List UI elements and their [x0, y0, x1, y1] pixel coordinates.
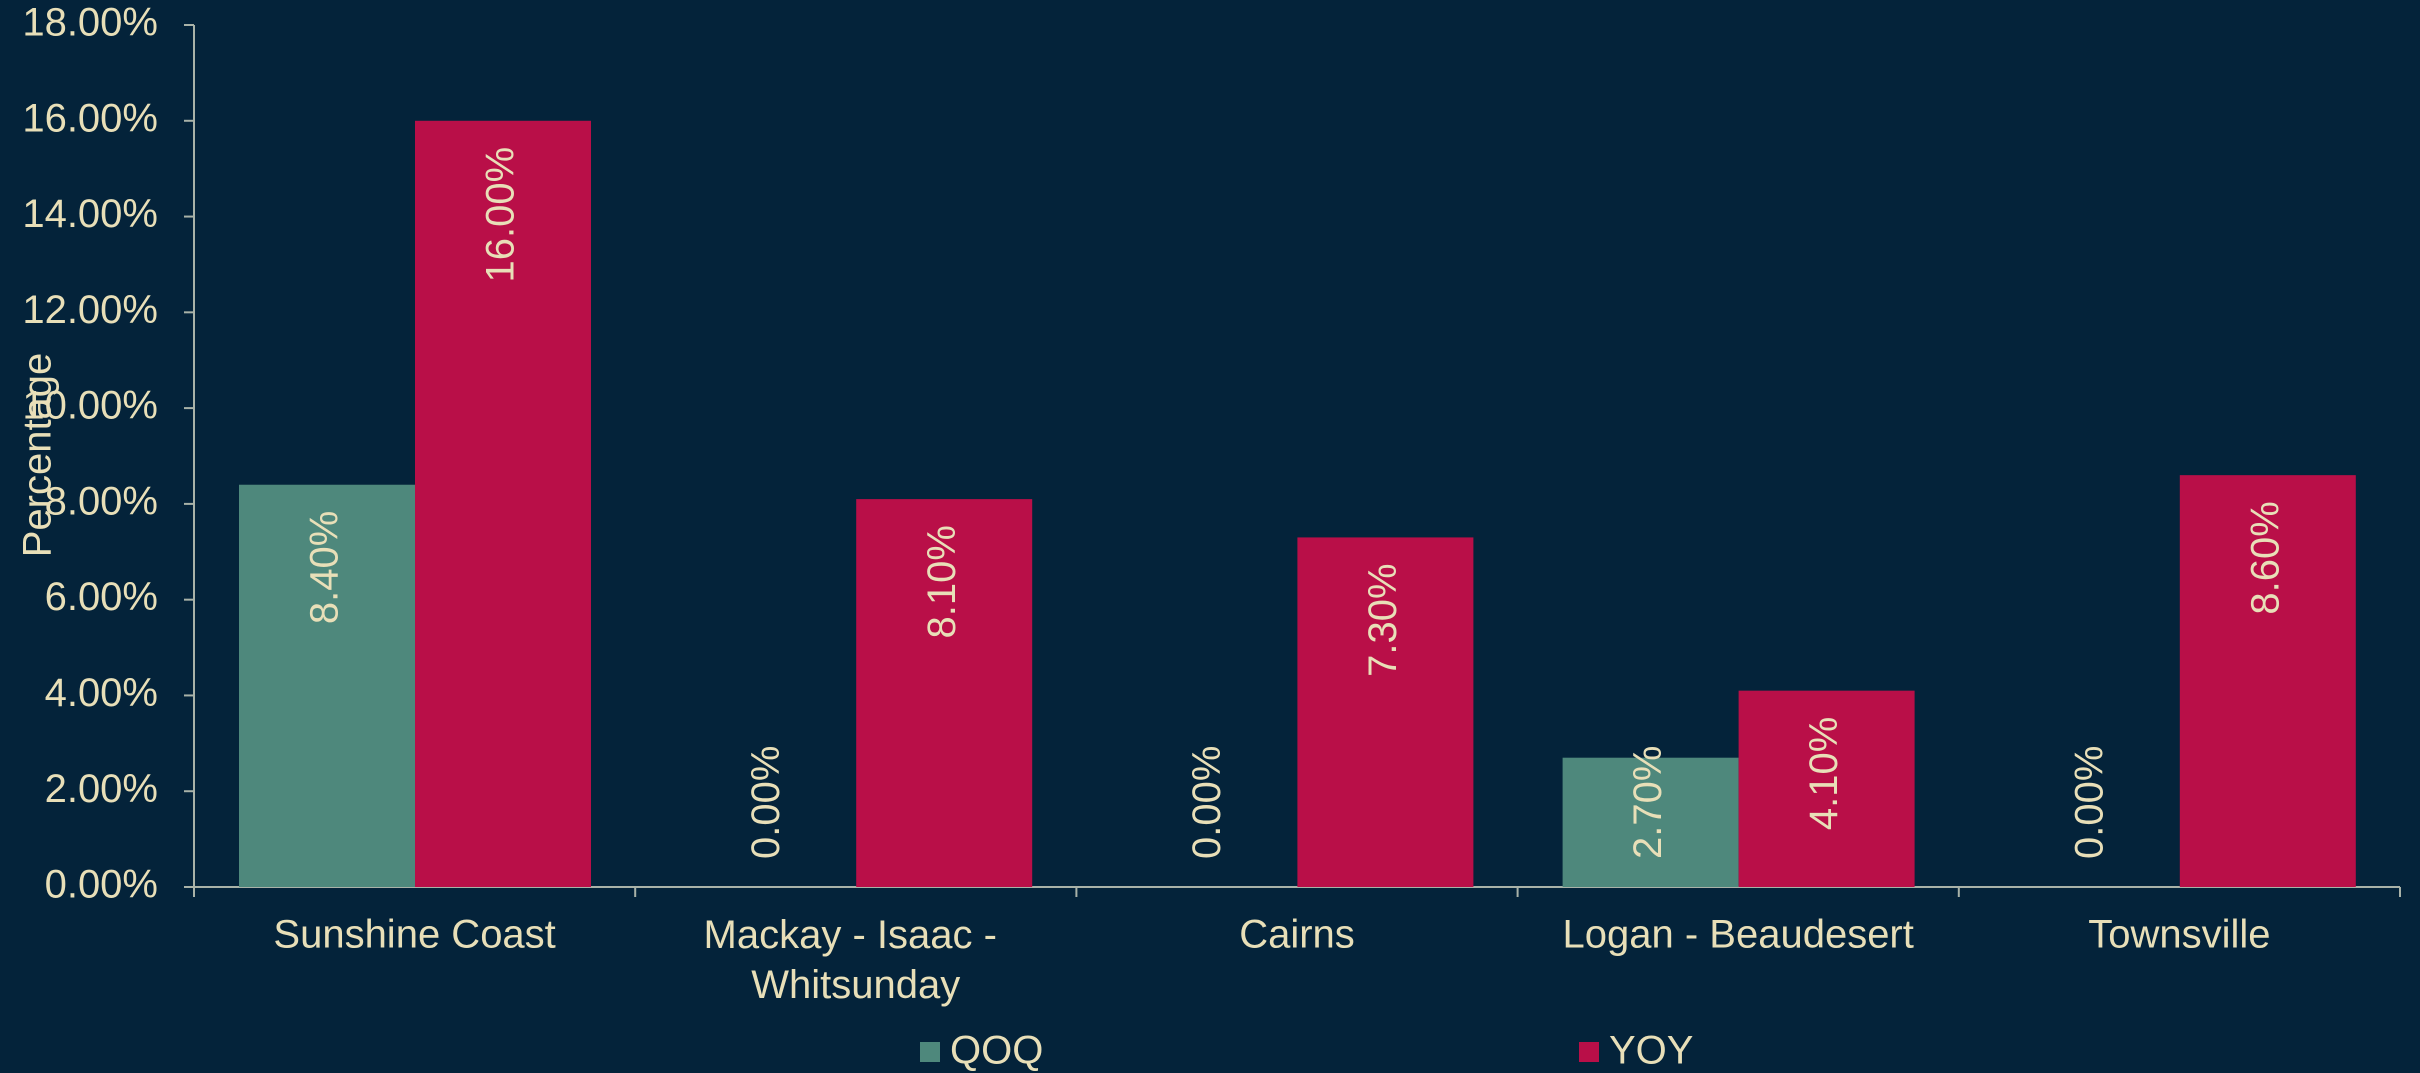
y-axis-label: Percentage: [16, 353, 60, 558]
y-tick-label: 8.00%: [45, 479, 158, 523]
x-tick-label-line: Whitsunday: [751, 963, 960, 1007]
x-tick-label-line: Mackay - Isaac -: [704, 913, 1009, 957]
value-label: 8.10%: [920, 525, 964, 638]
x-tick-label: Townsville: [2088, 913, 2270, 957]
value-label: 0.00%: [1185, 746, 1229, 859]
y-tick-label: 12.00%: [22, 288, 158, 332]
x-tick-label: Sunshine Coast: [273, 913, 555, 957]
value-label: 16.00%: [479, 147, 523, 283]
x-tick-label: Cairns: [1239, 913, 1355, 957]
y-tick-label: 6.00%: [45, 575, 158, 619]
y-tick-label: 4.00%: [45, 671, 158, 715]
value-label: 0.00%: [2067, 746, 2111, 859]
legend-swatch: [920, 1042, 940, 1062]
x-tick-label: Logan - Beaudesert: [1563, 913, 1914, 957]
legend-swatch: [1579, 1042, 1599, 1062]
value-label: 2.70%: [1626, 746, 1670, 859]
y-tick-label: 16.00%: [22, 96, 158, 140]
legend-label: QOQ: [950, 1029, 1043, 1073]
y-tick-label: 18.00%: [22, 1, 158, 45]
bar: [415, 120, 591, 888]
bar: [1297, 537, 1474, 887]
bar: [239, 484, 415, 887]
bar: [1738, 690, 1915, 887]
bar: [2179, 475, 2356, 887]
legend-label: YOY: [1609, 1029, 1693, 1073]
value-label: 8.40%: [303, 511, 347, 624]
x-tick-label: Mackay - Isaac - Whitsunday: [704, 913, 1009, 1007]
y-tick-label: 10.00%: [22, 384, 158, 428]
y-tick-label: 0.00%: [45, 863, 158, 907]
value-label: 4.10%: [1802, 717, 1846, 830]
y-tick-label: 2.00%: [45, 767, 158, 811]
value-label: 7.30%: [1361, 563, 1405, 676]
y-tick-label: 14.00%: [22, 192, 158, 236]
bar: [856, 499, 1033, 887]
bar: [1562, 757, 1739, 887]
value-label: 8.60%: [2243, 501, 2287, 614]
value-label: 0.00%: [744, 746, 788, 859]
